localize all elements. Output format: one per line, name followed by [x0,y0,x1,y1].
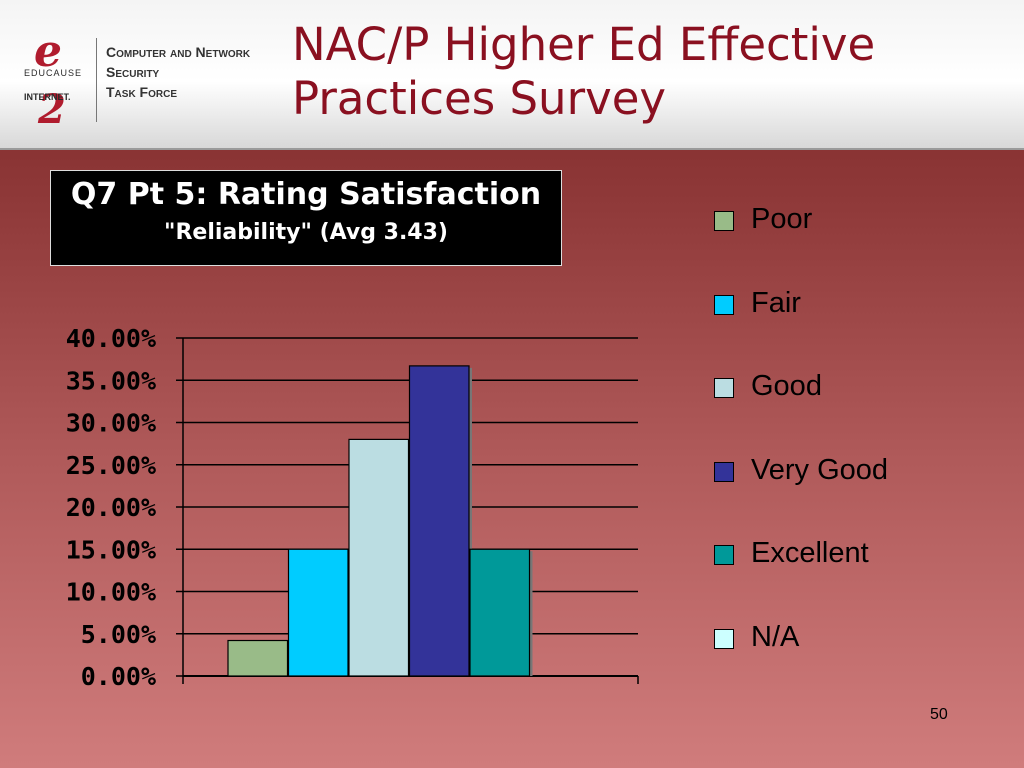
y-tick-label: 0.00% [81,662,156,691]
internet2-logo: 2 [38,86,66,133]
bar-good [348,438,410,677]
legend-swatch [714,294,734,315]
slide-title-line1: NAC/P Higher Ed Effective [292,18,876,71]
slide-header: e EDUCAUSE 2 INTERNET. Computer and Netw… [0,0,1024,150]
legend-label: Very Good [751,453,889,486]
slide-title-line2: Practices Survey [292,72,667,125]
legend-label: Poor [751,203,813,235]
y-tick-label: 35.00% [66,366,156,395]
bar-fair [287,548,349,677]
legend-swatch [714,211,734,231]
bar-excellent [469,548,531,677]
y-tick-label: 25.00% [66,451,156,480]
logo-text-line3: Task Force [106,84,177,100]
educause-wordmark: EDUCAUSE [24,68,83,78]
y-tick-label: 10.00% [66,578,156,607]
task-force-logo: e EDUCAUSE 2 INTERNET. Computer and Netw… [18,26,278,133]
slide-number: 50 [930,706,948,723]
y-tick-label: 15.00% [66,535,156,564]
logo-text-line2: Security [106,64,160,80]
legend-swatch [714,378,734,398]
chart-title-line2: "Reliability" (Avg 3.43) [164,220,448,245]
legend-label: Fair [751,286,801,319]
y-tick-label: 30.00% [66,409,156,438]
legend-label: Good [751,370,822,402]
logo-text-line1: Computer and Network [106,44,251,60]
bar-poor [227,639,289,677]
slide-title: NAC/P Higher Ed Effective Practices Surv… [292,18,1012,126]
legend-swatch [714,461,734,482]
y-tick-label: 5.00% [81,620,156,649]
legend-swatch [714,628,734,649]
y-tick-label: 20.00% [66,493,156,522]
bar-very-good [408,365,470,677]
educause-e-logo: e [34,26,62,77]
chart-title-line1: Q7 Pt 5: Rating Satisfaction [70,177,542,212]
logo-divider [96,38,97,122]
legend-label: N/A [751,620,800,653]
legend-label: Excellent [751,537,869,569]
chart-title: Q7 Pt 5: Rating Satisfaction "Reliabilit… [50,170,562,266]
legend-swatch [714,545,734,565]
internet2-wordmark: INTERNET. [24,92,71,102]
y-tick-label: 40.00% [66,324,156,353]
